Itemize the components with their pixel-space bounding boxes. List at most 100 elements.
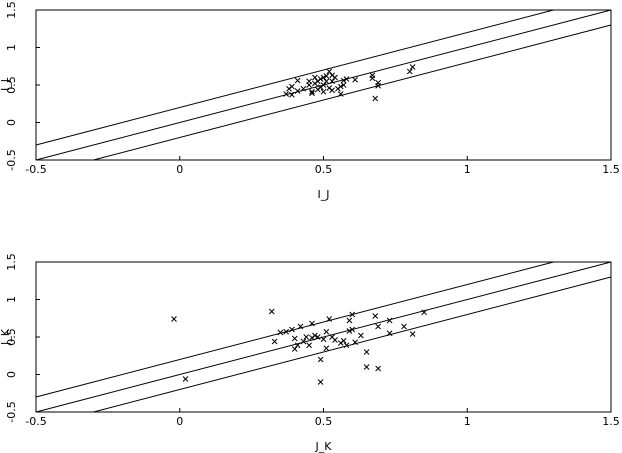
point [343,76,350,82]
point [320,82,327,88]
point [352,76,358,83]
point [312,332,318,339]
point [309,90,315,97]
y-tick-label: 1 [5,44,18,51]
point [340,337,347,344]
point [323,78,330,85]
reference-line [35,9,554,146]
point [283,328,289,335]
point [271,338,278,345]
x-tick-label: 0.5 [315,163,333,176]
point [332,74,338,81]
reference-line [35,261,612,413]
point [421,309,427,316]
point [300,85,307,92]
point [323,328,330,335]
point [297,323,304,330]
point [375,323,381,330]
point [294,88,301,94]
point [337,83,344,90]
point [323,345,330,352]
point [326,316,333,322]
point [343,342,350,349]
x-tick-label: 0 [176,415,183,428]
y-tick-label: -0.5 [5,401,18,422]
point [363,349,370,355]
point [337,91,344,97]
point [363,364,370,370]
point [289,91,295,98]
point [317,76,324,82]
point [306,82,312,88]
point [317,356,324,363]
point [312,74,318,81]
point [340,77,347,84]
point [349,311,356,318]
point [277,329,284,336]
x-axis-label: I_J [318,188,330,201]
point [323,73,330,79]
x-axis-label: J_K [315,440,333,453]
point [409,64,416,70]
point [291,335,298,342]
reference-line [93,24,612,161]
point [372,313,379,319]
y-tick-label: -0.5 [5,149,18,170]
point [372,95,379,102]
point [369,75,376,82]
point [294,77,301,84]
point [329,87,335,94]
x-tick-label: -0.5 [25,163,46,176]
reference-line [93,276,612,413]
y-tick-label: 1 [5,296,18,303]
point [320,88,327,95]
point [349,326,356,333]
y-tick-label: 1.5 [5,1,18,19]
y-tick-label: 0 [5,119,18,126]
point [291,346,298,352]
point [320,336,327,343]
point [409,331,416,337]
x-tick-label: 1 [464,163,471,176]
y-axis-label: J_K [0,328,12,346]
point [401,323,407,330]
point [300,338,307,345]
point [303,334,310,340]
point [352,339,358,346]
point [358,332,364,339]
point [375,82,381,89]
point [375,365,381,372]
x-tick-label: 1.5 [602,415,620,428]
point [309,88,315,95]
y-tick-label: 0.5 [5,76,18,94]
y-tick-label: 0.5 [5,328,18,346]
x-tick-label: -0.5 [25,415,46,428]
point [346,317,353,324]
point [386,330,393,337]
point [329,78,335,85]
point [317,379,324,385]
point [289,83,295,90]
point [306,342,312,349]
x-tick-label: 1 [464,415,471,428]
x-tick-label: 1.5 [602,163,620,176]
point [289,326,295,333]
point [314,334,321,340]
point [340,82,347,88]
x-tick-label: 0 [176,163,183,176]
point [171,316,177,322]
reference-line [35,261,554,398]
point [332,337,338,343]
y-axis-label: I_J [0,79,12,91]
y-tick-label: 1.5 [5,253,18,271]
point [320,74,327,81]
point [386,317,393,324]
y-tick-label: 0 [5,371,18,378]
x-tick-label: 0.5 [315,415,333,428]
point [346,328,353,334]
point [326,68,333,75]
point [283,91,289,97]
point [309,320,315,327]
